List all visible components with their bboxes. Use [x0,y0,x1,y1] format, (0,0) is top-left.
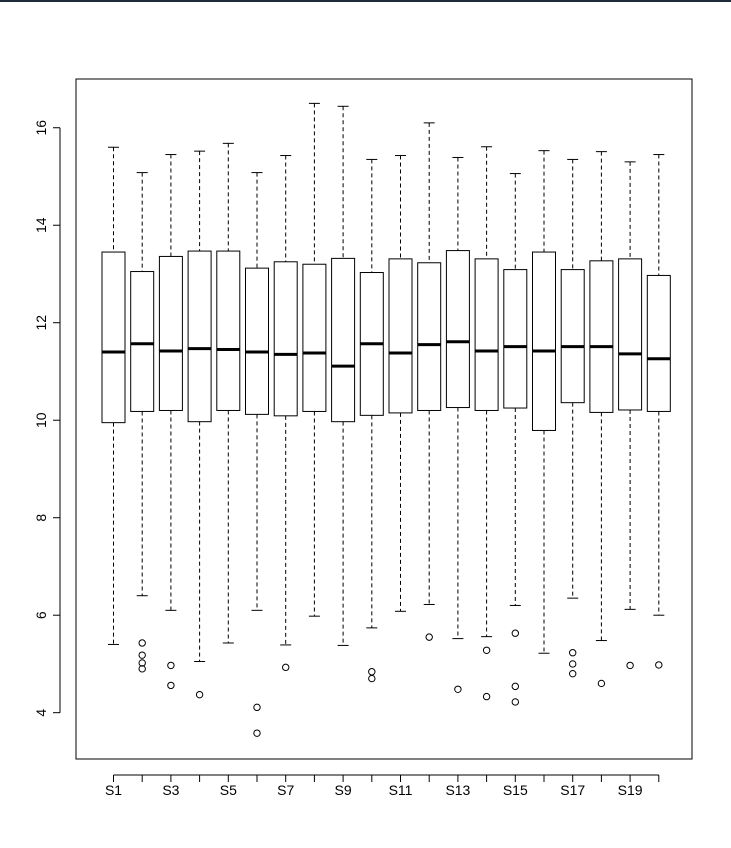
outlier-point [253,729,261,737]
x-tick-label: S13 [445,782,470,798]
iqr-box [646,274,671,412]
outlier-point [167,661,175,670]
box-S2 [130,172,155,673]
y-tick-label: 4 [33,709,49,717]
x-tick-label: S11 [389,782,413,798]
outlier-point [511,698,519,706]
y-axis: 4 6 8 10 12 14 16 [33,120,61,717]
y-tick-label: 12 [33,315,49,331]
outlier-point [138,665,146,673]
box-S18 [589,151,614,688]
box-S12 [417,122,442,641]
iqr-box [245,267,269,415]
y-tick-label: 14 [33,217,49,233]
x-tick-label: S5 [220,782,237,798]
box-S11 [388,155,413,612]
outlier-point [569,669,577,678]
window-top-border [0,0,731,2]
x-axis: S1 S3 S5 S7 S9 S11 S13 S15 S17 S19 [105,774,660,798]
iqr-box [130,271,155,412]
x-tick-label: S3 [162,782,179,798]
outlier-point [482,692,491,701]
box-S4 [187,150,212,699]
iqr-box [589,260,614,413]
outlier-point [454,685,462,693]
iqr-box [302,263,327,412]
box-S17 [560,158,585,678]
box-S15 [503,173,528,706]
x-tick-label: S9 [335,782,352,798]
plot-frame [75,78,693,760]
outlier-point [569,660,577,668]
x-tick-label: S7 [277,782,294,798]
outlier-point [482,646,491,654]
x-tick-label: S19 [618,782,643,798]
iqr-box [417,262,442,411]
y-tick-label: 8 [33,514,49,522]
outlier-point [195,690,204,699]
outlier-point [569,649,577,657]
outlier-point [138,659,146,667]
iqr-box [532,251,556,431]
outlier-point [655,661,663,669]
box-S3 [158,154,183,690]
outlier-point [626,661,634,670]
outlier-point [368,668,376,676]
y-tick-label: 6 [33,611,49,619]
iqr-box [101,251,126,424]
outlier-point [138,651,146,659]
box-S13 [445,156,470,693]
box-S5 [216,142,241,644]
iqr-box [445,250,470,409]
box-S8 [302,102,327,617]
x-tick-label: S1 [105,782,122,798]
iqr-box [474,258,499,411]
box-S1 [101,146,126,645]
iqr-box [187,250,212,423]
iqr-box [331,257,356,423]
iqr-box [503,269,528,409]
iqr-box [560,269,585,404]
box-S9 [331,105,356,646]
iqr-box [158,255,183,411]
outlier-point [597,679,606,688]
x-tick-label: S17 [560,782,585,798]
outlier-point [425,633,433,641]
outlier-point [253,703,261,712]
iqr-box [618,258,643,411]
iqr-box [216,250,241,411]
box-S14 [474,146,499,701]
box-S20 [646,154,671,669]
outlier-point [511,682,519,691]
outlier-point [138,639,146,647]
outlier-point [511,629,519,637]
box-S10 [359,158,384,683]
box-S6 [245,172,269,737]
y-tick-label: 10 [33,412,49,428]
iqr-box [388,258,413,414]
y-tick-label: 16 [33,120,49,136]
x-tick-label: S15 [503,782,528,798]
box-S16 [532,150,556,654]
outlier-point [282,663,290,672]
iqr-box [273,261,298,417]
outlier-point [167,681,175,690]
box-S19 [618,161,643,670]
boxes-group [101,102,671,737]
box-S7 [273,155,298,672]
outlier-point [368,674,376,683]
